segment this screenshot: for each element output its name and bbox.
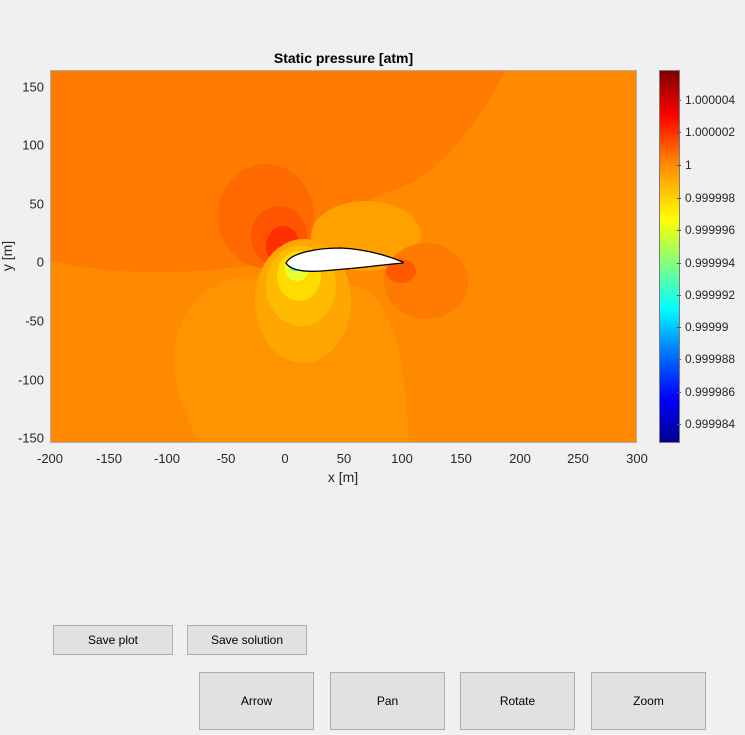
airfoil-shape <box>285 247 404 272</box>
x-tick-label: 100 <box>391 451 413 466</box>
arrow-tool-button[interactable]: Arrow <box>199 672 314 730</box>
y-axis-label: y [m] <box>0 240 15 272</box>
y-tick-label: -50 <box>25 313 44 329</box>
colorbar-tick-label: 0.999988 <box>676 352 736 366</box>
colorbar-tick-label: 1 <box>677 158 692 172</box>
zoom-tool-button[interactable]: Zoom <box>591 672 706 730</box>
x-tick-label: -50 <box>216 451 236 466</box>
colorbar-tick-label: 0.999984 <box>676 417 736 431</box>
colorbar-tick-label: 0.999996 <box>676 223 736 237</box>
x-tick-label: 150 <box>450 451 472 466</box>
x-tick-label: -200 <box>36 451 64 466</box>
y-tick-label: -100 <box>17 372 44 388</box>
x-tick-label: 50 <box>336 451 352 466</box>
y-tick-label: 150 <box>22 79 44 95</box>
trailing-edge-lobe-inner <box>386 259 416 283</box>
y-tick-label: -150 <box>17 430 44 446</box>
y-tick-label: 50 <box>29 196 44 212</box>
rotate-tool-button[interactable]: Rotate <box>460 672 575 730</box>
save-solution-button[interactable]: Save solution <box>187 625 307 655</box>
colorbar-tick-label: 1.000004 <box>676 93 736 107</box>
plot-title: Static pressure [atm] <box>273 50 414 66</box>
x-tick-label: 0 <box>281 451 289 466</box>
x-tick-label: -100 <box>153 451 181 466</box>
y-tick-label: 100 <box>22 137 44 153</box>
colorbar-tick-label: 1.000002 <box>676 125 736 139</box>
x-tick-label: 250 <box>567 451 589 466</box>
y-tick-label: 0 <box>36 254 44 270</box>
pressure-contour-axes[interactable] <box>50 70 637 443</box>
x-tick-label: 300 <box>626 451 648 466</box>
colorbar-tick-label: 0.99999 <box>676 320 729 334</box>
x-axis-label: x [m] <box>327 469 359 485</box>
save-plot-button[interactable]: Save plot <box>53 625 173 655</box>
pressure-figure: Static pressure [atm] <box>0 50 736 485</box>
colorbar-tick-label: 0.999998 <box>676 191 736 205</box>
pressure-contour-plot <box>51 71 636 442</box>
colorbar-tick-label: 0.999986 <box>676 385 736 399</box>
colorbar-tick-label: 0.999994 <box>676 256 736 270</box>
x-tick-label: 200 <box>509 451 531 466</box>
pan-tool-button[interactable]: Pan <box>330 672 445 730</box>
x-tick-label: -150 <box>95 451 123 466</box>
colorbar-tick-label: 0.999992 <box>676 288 736 302</box>
colorbar <box>659 70 680 443</box>
